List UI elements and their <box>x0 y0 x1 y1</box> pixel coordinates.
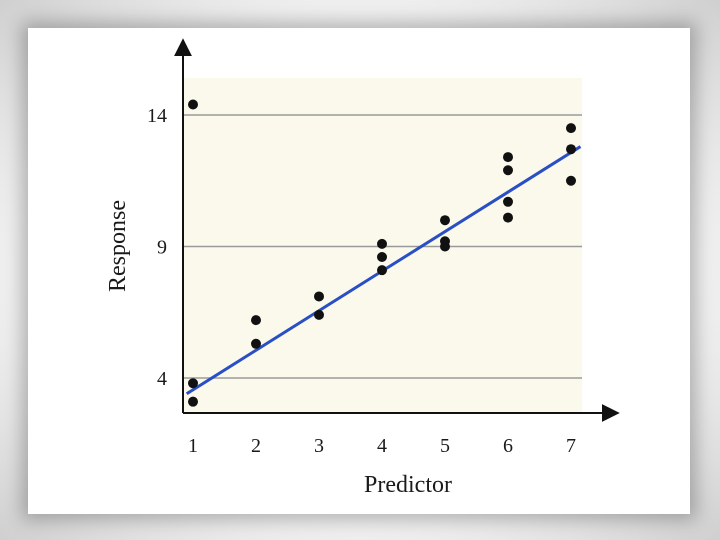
data-point-18 <box>566 123 576 134</box>
x-tick-labels: 1 2 3 4 5 6 7 <box>188 435 576 457</box>
data-point-14 <box>503 152 513 163</box>
data-point-6 <box>314 291 324 302</box>
data-point-17 <box>503 212 513 223</box>
axes <box>174 38 620 422</box>
data-point-4 <box>251 315 261 326</box>
data-point-11 <box>440 215 450 226</box>
data-point-10 <box>377 265 387 276</box>
x-tick-label-7: 7 <box>566 435 576 457</box>
data-point-3 <box>188 396 198 407</box>
x-tick-label-4: 4 <box>377 435 387 457</box>
y-tick-labels: 4 9 14 <box>147 105 167 390</box>
data-point-13 <box>440 241 450 252</box>
y-axis-title: Response <box>105 200 131 292</box>
y-tick-label-9: 9 <box>157 237 167 259</box>
data-point-20 <box>566 175 576 186</box>
data-point-7 <box>314 309 324 320</box>
data-point-2 <box>188 378 198 389</box>
data-point-1 <box>188 99 198 110</box>
data-point-16 <box>503 196 513 207</box>
x-tick-label-1: 1 <box>188 435 198 457</box>
data-point-9 <box>377 252 387 263</box>
x-tick-label-3: 3 <box>314 435 324 457</box>
x-tick-label-2: 2 <box>251 435 261 457</box>
y-tick-label-4: 4 <box>157 368 167 390</box>
data-point-15 <box>503 165 513 176</box>
data-point-8 <box>377 238 387 249</box>
data-point-19 <box>566 144 576 155</box>
data-points <box>188 99 576 407</box>
data-point-5 <box>251 338 261 349</box>
x-axis-title: Predictor <box>364 472 452 498</box>
x-tick-label-6: 6 <box>503 435 513 457</box>
y-tick-label-14: 14 <box>147 105 167 127</box>
x-tick-label-5: 5 <box>440 435 450 457</box>
